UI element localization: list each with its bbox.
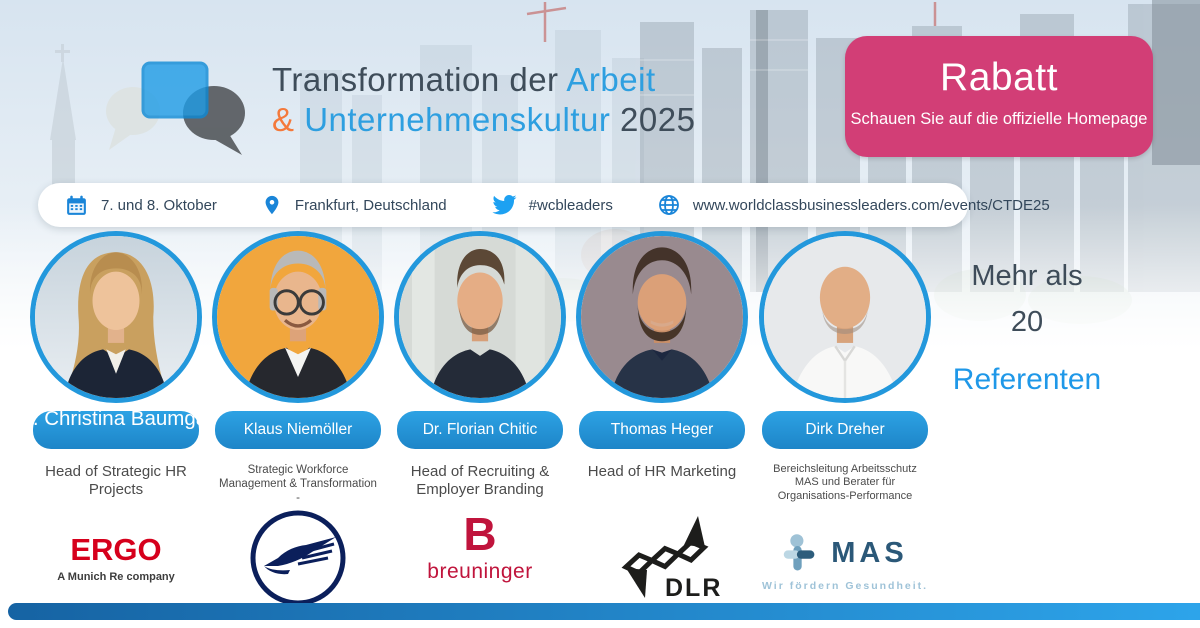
- lufthansa-crane-icon: [250, 510, 346, 606]
- speaker-count-line3: Referenten: [952, 363, 1102, 396]
- dlr-wordmark: DLR: [665, 574, 723, 602]
- bottom-accent-bar: [8, 603, 1200, 620]
- title-part1: Transformation der: [272, 61, 559, 98]
- mas-logo: MAS Wir fördern Gesundheit.: [754, 508, 936, 608]
- event-title: Transformation der Arbeit & Unternehmens…: [272, 60, 695, 140]
- speaker-name: Dr. Christina Baumgart: [12, 407, 220, 430]
- event-info-bar: 7. und 8. Oktober Frankfurt, Deutschland…: [38, 183, 1050, 227]
- ergo-wordmark: ERGO: [70, 532, 162, 567]
- speaker-photo-christina-baumgart: [30, 231, 202, 403]
- speaker-role: Head of HR Marketing: [587, 463, 737, 480]
- speaker-card: Dirk Dreher Bereichsleitung Arbeitsschut…: [754, 231, 936, 503]
- event-hashtag-label: #wcbleaders: [528, 196, 613, 214]
- speaker-photo-florian-chitic: [394, 231, 566, 403]
- globe-icon: [658, 195, 679, 215]
- speaker-name-badge: Dirk Dreher: [762, 411, 928, 449]
- ergo-logo: ERGO A Munich Re company: [25, 508, 207, 608]
- location-pin-icon: [265, 195, 279, 215]
- mas-person-icon: [784, 534, 815, 571]
- speaker-count-number: 20: [1010, 306, 1044, 338]
- dlr-mark-icon: [621, 516, 709, 598]
- speaker-name: Dr. Florian Chitic: [422, 421, 538, 438]
- speaker-card: Dr. Christina Baumgart Head of Strategic…: [12, 231, 220, 500]
- lufthansa-logo: [207, 508, 389, 608]
- breuninger-monogram: B: [463, 508, 497, 560]
- speaker-name: Dirk Dreher: [805, 421, 885, 438]
- event-website-label: www.worldclassbusinessleaders.com/events…: [692, 196, 1050, 214]
- breuninger-logo: B breuninger: [389, 508, 571, 608]
- speech-bubbles-icon: [106, 61, 245, 155]
- breuninger-wordmark: breuninger: [427, 560, 533, 583]
- event-hashtag: #wcbleaders: [491, 194, 613, 216]
- speaker-name-badge: Klaus Niemöller: [215, 411, 381, 449]
- twitter-bird-icon: [492, 194, 517, 215]
- speaker-card: Thomas Heger Head of HR Marketing: [571, 231, 753, 481]
- speaker-card: Dr. Florian Chitic Head of Recruiting & …: [389, 231, 571, 500]
- event-date: 7. und 8. Oktober: [64, 193, 217, 218]
- speaker-role: Head of Strategic HR Projects: [45, 463, 187, 499]
- speaker-role: Head of Recruiting & Employer Branding: [410, 463, 550, 499]
- speaker-count: Mehr als 20 Referenten: [933, 260, 1121, 397]
- rabatt-subline: Schauen Sie auf die offizielle Homepage: [850, 110, 1148, 128]
- speaker-name-badge: Dr. Florian Chitic: [397, 411, 563, 449]
- rabatt-headline: Rabatt: [940, 56, 1058, 99]
- rabatt-button[interactable]: Rabatt Schauen Sie auf die offizielle Ho…: [845, 36, 1153, 157]
- title-ampersand: &: [272, 101, 295, 138]
- speaker-card: Klaus Niemöller Strategic Workforce Mana…: [207, 231, 389, 505]
- event-date-label: 7. und 8. Oktober: [101, 196, 217, 214]
- event-logo: [101, 53, 263, 159]
- speaker-role: Bereichsleitung Arbeitsschutz MAS und Be…: [773, 463, 917, 502]
- calendar-icon: [67, 195, 86, 215]
- event-website[interactable]: www.worldclassbusinessleaders.com/events…: [657, 193, 1050, 217]
- speaker-photo-klaus-niemoeller: [212, 231, 384, 403]
- dlr-logo: DLR: [571, 508, 753, 608]
- title-year: 2025: [620, 101, 696, 138]
- event-location: Frankfurt, Deutschland: [261, 193, 447, 217]
- speaker-name-badge: Thomas Heger: [579, 411, 745, 449]
- event-location-label: Frankfurt, Deutschland: [294, 196, 447, 214]
- speaker-photo-dirk-dreher: [759, 231, 931, 403]
- speaker-photo-thomas-heger: [576, 231, 748, 403]
- ergo-tagline: A Munich Re company: [57, 571, 175, 583]
- speaker-name: Klaus Niemöller: [243, 421, 353, 438]
- mas-tagline: Wir fördern Gesundheit.: [761, 580, 929, 592]
- speaker-count-line1: Mehr als: [971, 260, 1083, 292]
- mas-wordmark: MAS: [831, 536, 908, 569]
- speaker-name-badge: Dr. Christina Baumgart: [12, 407, 220, 449]
- title-part2: Arbeit: [566, 61, 656, 98]
- title-part3: Unternehmenskultur: [304, 101, 611, 138]
- speaker-name: Thomas Heger: [610, 421, 714, 438]
- speaker-role: Strategic Workforce Management & Transfo…: [219, 464, 377, 505]
